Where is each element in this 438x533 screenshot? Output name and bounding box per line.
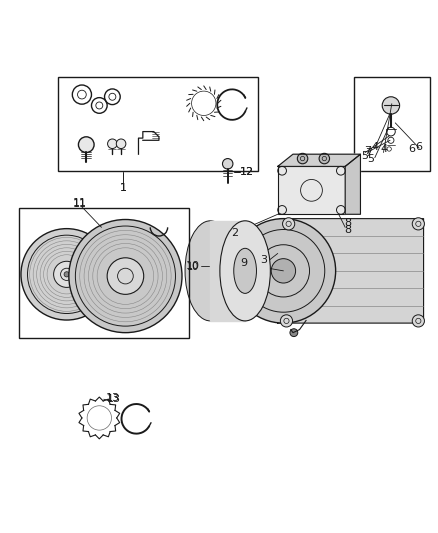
- Text: 2: 2: [231, 229, 238, 238]
- Polygon shape: [278, 219, 424, 323]
- Text: 6: 6: [408, 144, 415, 154]
- Circle shape: [290, 329, 298, 336]
- Text: 4: 4: [380, 144, 387, 154]
- Circle shape: [382, 97, 399, 114]
- Text: 7: 7: [364, 146, 371, 156]
- Text: 9: 9: [240, 258, 247, 268]
- Circle shape: [78, 137, 94, 152]
- Circle shape: [108, 139, 117, 149]
- Circle shape: [283, 218, 295, 230]
- Circle shape: [297, 154, 308, 164]
- Circle shape: [271, 259, 296, 283]
- Text: 6: 6: [416, 142, 423, 152]
- Bar: [19, 208, 188, 338]
- Circle shape: [231, 219, 336, 323]
- Circle shape: [116, 139, 126, 149]
- Circle shape: [64, 272, 69, 277]
- Circle shape: [53, 261, 80, 287]
- Text: 11: 11: [73, 199, 87, 209]
- Polygon shape: [345, 154, 360, 214]
- Ellipse shape: [234, 248, 257, 293]
- Text: 5: 5: [367, 154, 374, 164]
- Text: 8: 8: [344, 218, 351, 228]
- Circle shape: [107, 258, 144, 294]
- Text: 10: 10: [186, 261, 200, 271]
- Ellipse shape: [185, 221, 236, 321]
- Text: 12: 12: [240, 167, 254, 176]
- Text: 9: 9: [239, 259, 246, 269]
- Text: 5: 5: [361, 150, 368, 160]
- Circle shape: [280, 315, 293, 327]
- Circle shape: [412, 315, 424, 327]
- Polygon shape: [210, 221, 245, 321]
- Text: 1: 1: [120, 183, 127, 193]
- Polygon shape: [278, 154, 360, 166]
- Text: 3: 3: [260, 255, 267, 264]
- Text: 11: 11: [73, 198, 87, 208]
- Text: 13: 13: [106, 393, 120, 403]
- Text: 2: 2: [231, 229, 238, 239]
- Bar: [58, 77, 258, 171]
- Circle shape: [21, 229, 113, 320]
- Circle shape: [69, 220, 182, 333]
- Ellipse shape: [220, 221, 270, 321]
- Text: 12: 12: [240, 167, 254, 176]
- Circle shape: [412, 218, 424, 230]
- Text: 3: 3: [259, 255, 266, 265]
- Text: 10: 10: [187, 262, 199, 271]
- Text: 13: 13: [107, 394, 121, 404]
- Bar: [354, 77, 430, 171]
- Text: 8: 8: [345, 224, 352, 235]
- Text: 1: 1: [120, 183, 127, 193]
- Bar: [278, 166, 345, 214]
- Circle shape: [319, 154, 329, 164]
- Text: 7: 7: [366, 148, 373, 158]
- Circle shape: [223, 158, 233, 169]
- Text: 4: 4: [371, 142, 378, 152]
